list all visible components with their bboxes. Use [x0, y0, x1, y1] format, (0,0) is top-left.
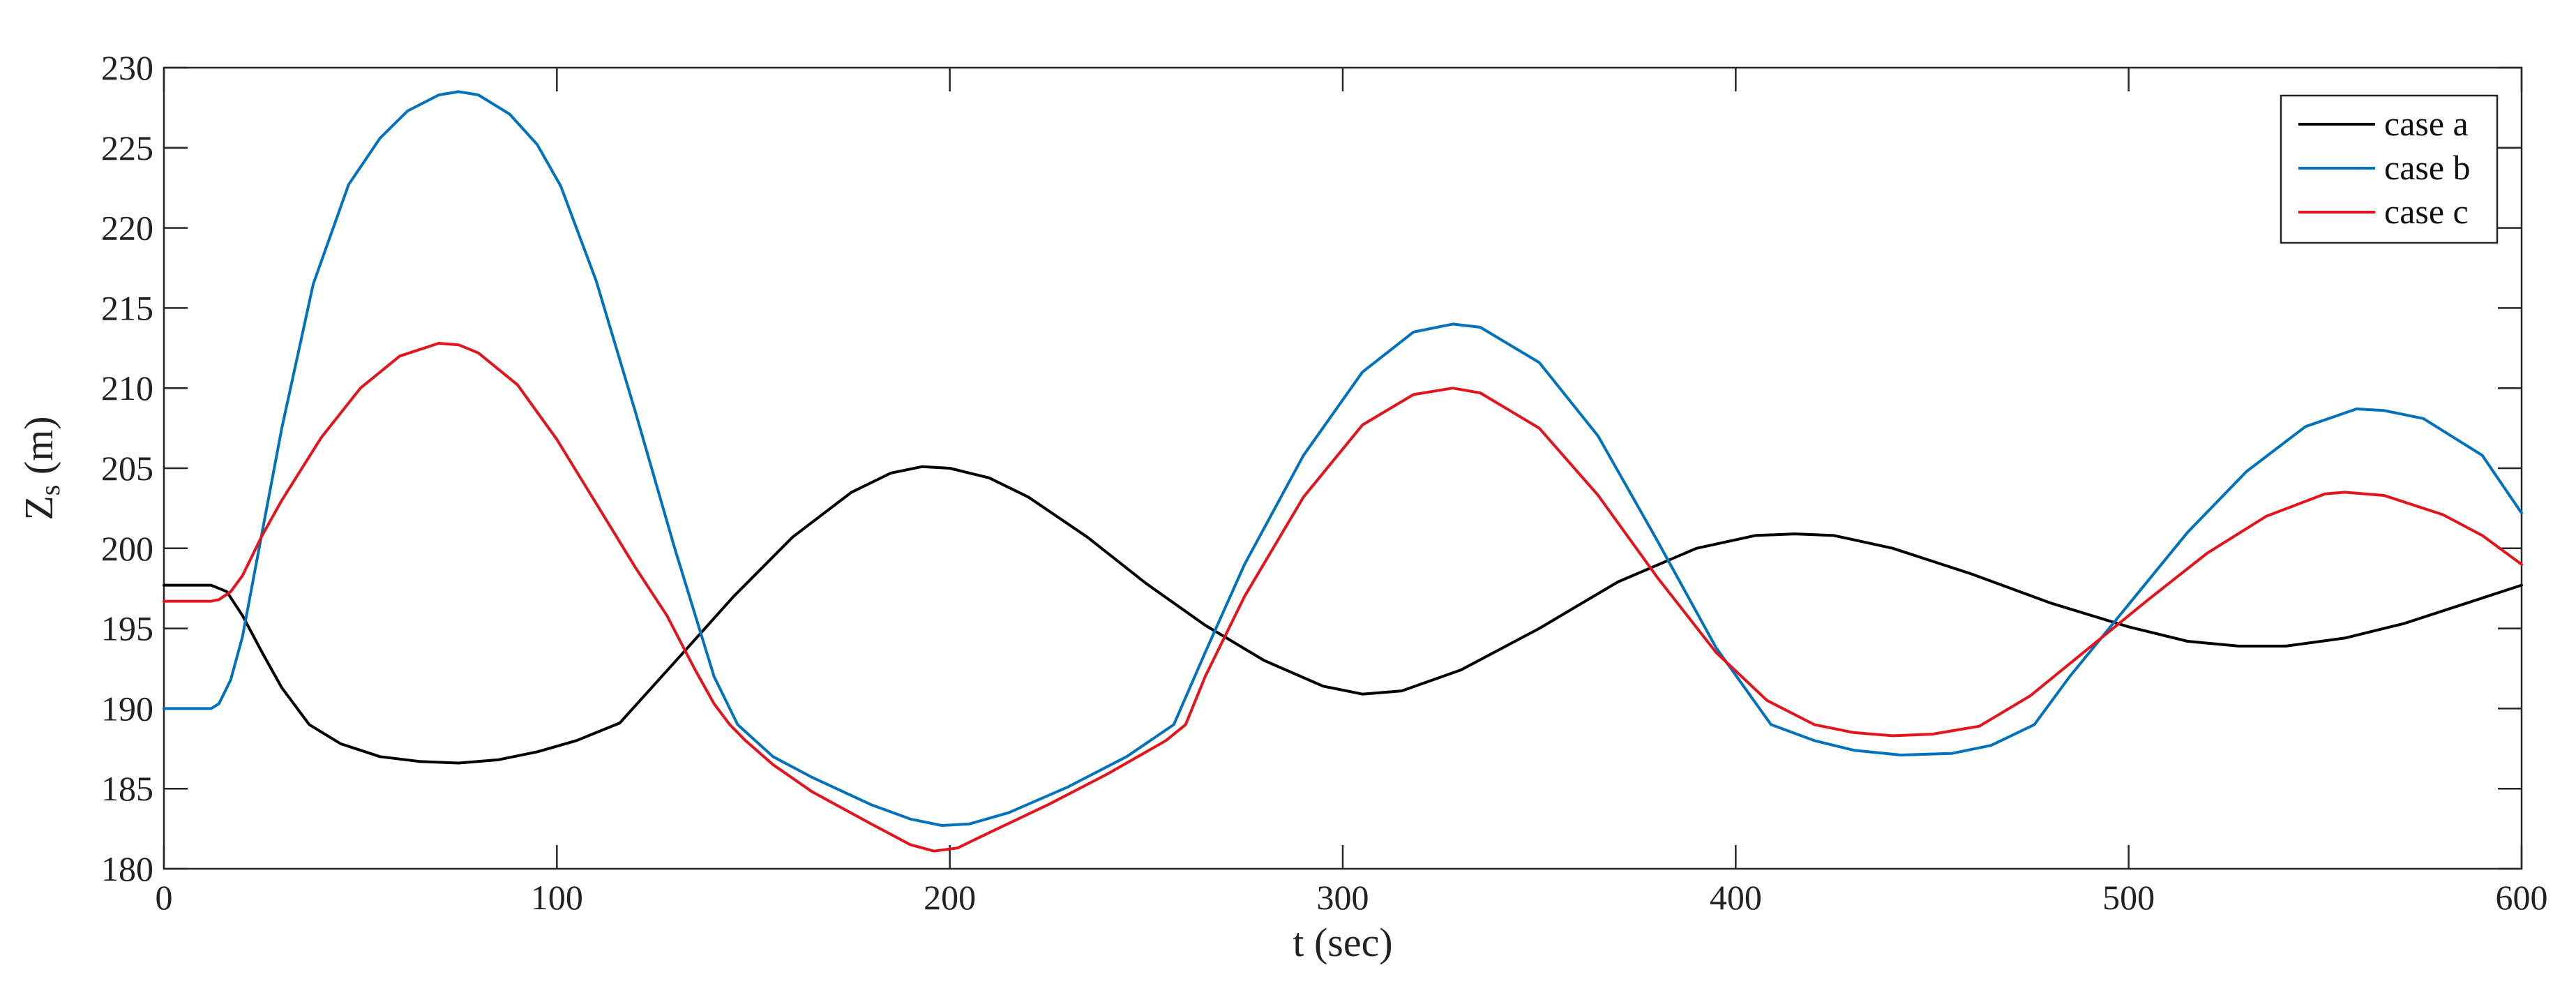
y-tick-label: 205 — [101, 449, 153, 488]
legend-label: case b — [2384, 148, 2471, 187]
y-axis: 180 185 190 195 200 205 210 215 220 225 230 — [101, 48, 2522, 888]
series-line-b — [163, 90, 2523, 827]
y-tick-label: 185 — [101, 769, 153, 808]
y-axis-label-subscript: s — [34, 485, 66, 496]
x-axis: 0 100 200 300 400 500 600 — [156, 68, 2548, 917]
y-tick-label: 180 — [101, 849, 153, 888]
y-tick-label: 220 — [101, 209, 153, 248]
y-tick-label: 230 — [101, 48, 153, 87]
x-tick-label: 500 — [2102, 878, 2155, 917]
x-axis-label: t (sec) — [1293, 920, 1392, 965]
y-tick-label: 225 — [101, 128, 153, 167]
x-tick-label: 600 — [2496, 878, 2548, 917]
x-tick-label: 300 — [1317, 878, 1369, 917]
y-tick-label: 215 — [101, 288, 153, 327]
y-tick-label: 190 — [101, 689, 153, 728]
y-tick-label: 210 — [101, 368, 153, 408]
series-line-c — [163, 341, 2523, 853]
x-tick-label: 400 — [1710, 878, 1762, 917]
legend: case a case b case c — [2280, 94, 2499, 244]
legend-label: case c — [2384, 192, 2469, 231]
series-layer — [163, 90, 2523, 853]
x-tick-label: 200 — [924, 878, 976, 917]
plot-frame — [163, 66, 2523, 870]
x-tick-label: 100 — [531, 878, 583, 917]
series-line-a — [163, 465, 2523, 765]
y-tick-label: 200 — [101, 529, 153, 568]
legend-label: case a — [2384, 104, 2469, 143]
x-tick-label: 0 — [156, 878, 173, 917]
y-axis-label-unit: (m) — [16, 416, 61, 484]
y-axis-label-main: Z — [16, 495, 61, 520]
y-tick-label: 195 — [101, 609, 153, 648]
y-axis-label: Zs (m) — [16, 416, 66, 520]
